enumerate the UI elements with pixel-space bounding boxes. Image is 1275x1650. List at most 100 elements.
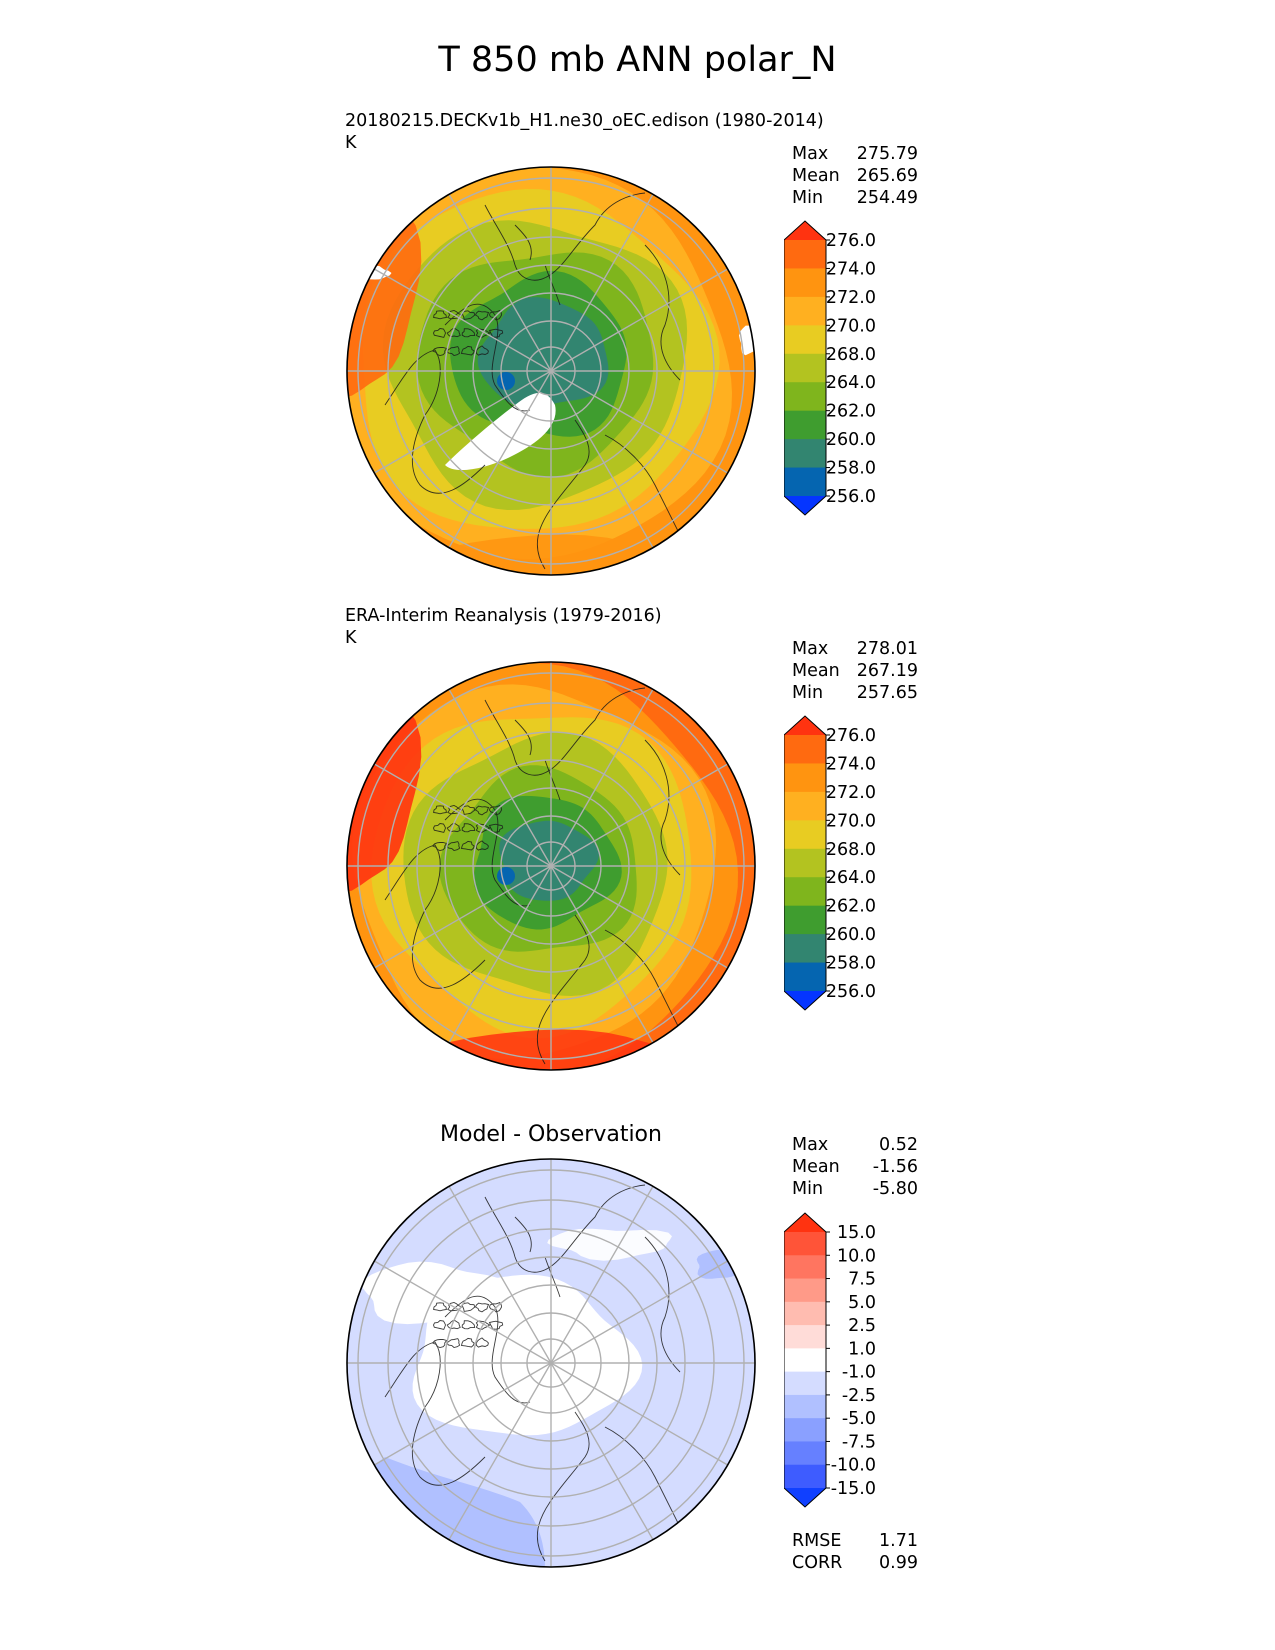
colorbar-tick-label: 5.0 xyxy=(848,1293,876,1313)
island-outline xyxy=(460,1337,475,1348)
colorbar-segment xyxy=(784,1301,826,1326)
island-outline xyxy=(475,840,489,851)
coastlines xyxy=(384,192,686,570)
graticule xyxy=(347,1159,755,1567)
longitude-line xyxy=(448,688,552,867)
island-outline xyxy=(489,805,502,816)
coastline xyxy=(384,844,486,989)
colorbar-tick-label: 15.0 xyxy=(837,1223,876,1243)
contour-fill xyxy=(347,662,755,1070)
longitude-line xyxy=(373,865,552,969)
stat-label: Min xyxy=(792,683,824,703)
stat-label: Max xyxy=(792,144,829,164)
longitude-line xyxy=(448,1185,552,1364)
colorbar: 15.0 10.0 7.5 5.0 2.5 1.0 -1.0 -2.5 -5.0 -7.5 -10.… xyxy=(784,1212,876,1508)
colorbar-tick-label: 262.0 xyxy=(826,402,876,422)
map-boundary xyxy=(346,166,756,576)
island-outline xyxy=(461,310,476,320)
contour-fill xyxy=(347,167,422,398)
colorbar-tick-label: -15.0 xyxy=(831,1479,876,1499)
colorbar-segment xyxy=(784,439,826,469)
colorbar-tick-label: 256.0 xyxy=(826,982,876,1002)
longitude-line xyxy=(550,268,729,372)
metric-value: 0.99 xyxy=(879,1553,918,1573)
colorbar-segment xyxy=(784,1348,826,1373)
longitude-line xyxy=(373,1260,552,1364)
colorbar-segment xyxy=(784,1441,826,1466)
colorbar-outline xyxy=(784,220,827,516)
contour-fill xyxy=(547,1228,672,1261)
island-outline xyxy=(433,1302,447,1312)
coastline xyxy=(484,1184,646,1273)
latitude-circle xyxy=(526,841,576,891)
contour-fill xyxy=(347,167,755,575)
stat-value: 275.79 xyxy=(856,144,918,164)
longitude-line xyxy=(373,763,552,867)
stat-value: -5.80 xyxy=(872,1179,918,1199)
longitude-line xyxy=(550,865,729,969)
coastline xyxy=(484,192,646,281)
latitude-circle xyxy=(444,759,658,973)
colorbar-segment xyxy=(784,325,826,355)
island-outline xyxy=(447,1302,463,1312)
coastline xyxy=(644,244,681,381)
stats-box: Max 0.52 Mean -1.56 Min -5.80 xyxy=(792,1134,918,1200)
metric-label: CORR xyxy=(792,1553,843,1573)
stat-label: Max xyxy=(792,639,829,659)
colorbar: 276.0 274.0 272.0 270.0 268.0 264.0 262.0 260.0… xyxy=(784,715,876,1011)
contour-fill xyxy=(439,765,637,952)
colorbar-tick-label: 276.0 xyxy=(826,231,876,251)
colorbar-tick-label: 270.0 xyxy=(826,811,876,831)
contour-fill xyxy=(347,663,738,1070)
coastline xyxy=(604,1426,686,1538)
colorbar-segment xyxy=(784,877,826,907)
panel-units: K xyxy=(345,628,357,648)
coastline xyxy=(536,914,590,1065)
panel-title: ERA-Interim Reanalysis (1979-2016) xyxy=(345,606,662,626)
island-outline xyxy=(488,823,504,833)
stat-label: Max xyxy=(792,1135,829,1155)
colorbar-segment xyxy=(784,1394,826,1419)
coastline xyxy=(444,1295,531,1404)
longitude-line xyxy=(550,688,654,867)
stat-value: -1.56 xyxy=(872,1157,918,1177)
colorbar-segment xyxy=(784,268,826,298)
colorbar-tick-label: 268.0 xyxy=(826,345,876,365)
colorbar-segment xyxy=(784,1278,826,1303)
colorbar-tick-label: -2.5 xyxy=(842,1386,876,1406)
metrics-box: RMSE 1.71 CORR 0.99 xyxy=(792,1530,918,1574)
island-outline xyxy=(431,1339,448,1348)
colorbar-tick-label: 260.0 xyxy=(826,430,876,450)
island-outline xyxy=(461,805,476,815)
colorbar-segment xyxy=(784,763,826,793)
coastlines xyxy=(384,1184,686,1562)
latitude-circle xyxy=(526,1338,576,1388)
island-outline xyxy=(461,1302,476,1312)
latitude-circle xyxy=(416,236,686,506)
colorbar-tick-label: 10.0 xyxy=(837,1246,876,1266)
colorbar-segment xyxy=(784,1325,826,1349)
colorbar-tick-label: 264.0 xyxy=(826,373,876,393)
stats-box: Max 278.01 Mean 267.19 Min 257.65 xyxy=(792,638,918,704)
latitude-circle xyxy=(500,1312,602,1414)
contour-fill xyxy=(696,1250,750,1279)
longitude-line xyxy=(448,865,552,1044)
island-outline xyxy=(489,1302,502,1313)
colorbar-tick-label: 262.0 xyxy=(826,897,876,917)
stat-value: 265.69 xyxy=(856,166,918,186)
island-outline xyxy=(431,347,448,356)
island-outline xyxy=(433,823,446,833)
colorbar-tick-label: 272.0 xyxy=(826,288,876,308)
latitude-circle xyxy=(387,702,715,1030)
coastline xyxy=(604,929,686,1041)
latitude-circle xyxy=(472,787,630,945)
island-outline xyxy=(433,310,447,320)
longitude-line xyxy=(448,1362,552,1541)
stat-label: Min xyxy=(792,188,824,208)
colorbar-tick-label: -10.0 xyxy=(831,1456,876,1476)
island-outline xyxy=(475,345,489,356)
colorbar-tick-label: -7.5 xyxy=(842,1432,876,1452)
colorbar-tick-label: 264.0 xyxy=(826,868,876,888)
colorbar-tick-label: 272.0 xyxy=(826,783,876,803)
polar-map xyxy=(346,166,756,576)
